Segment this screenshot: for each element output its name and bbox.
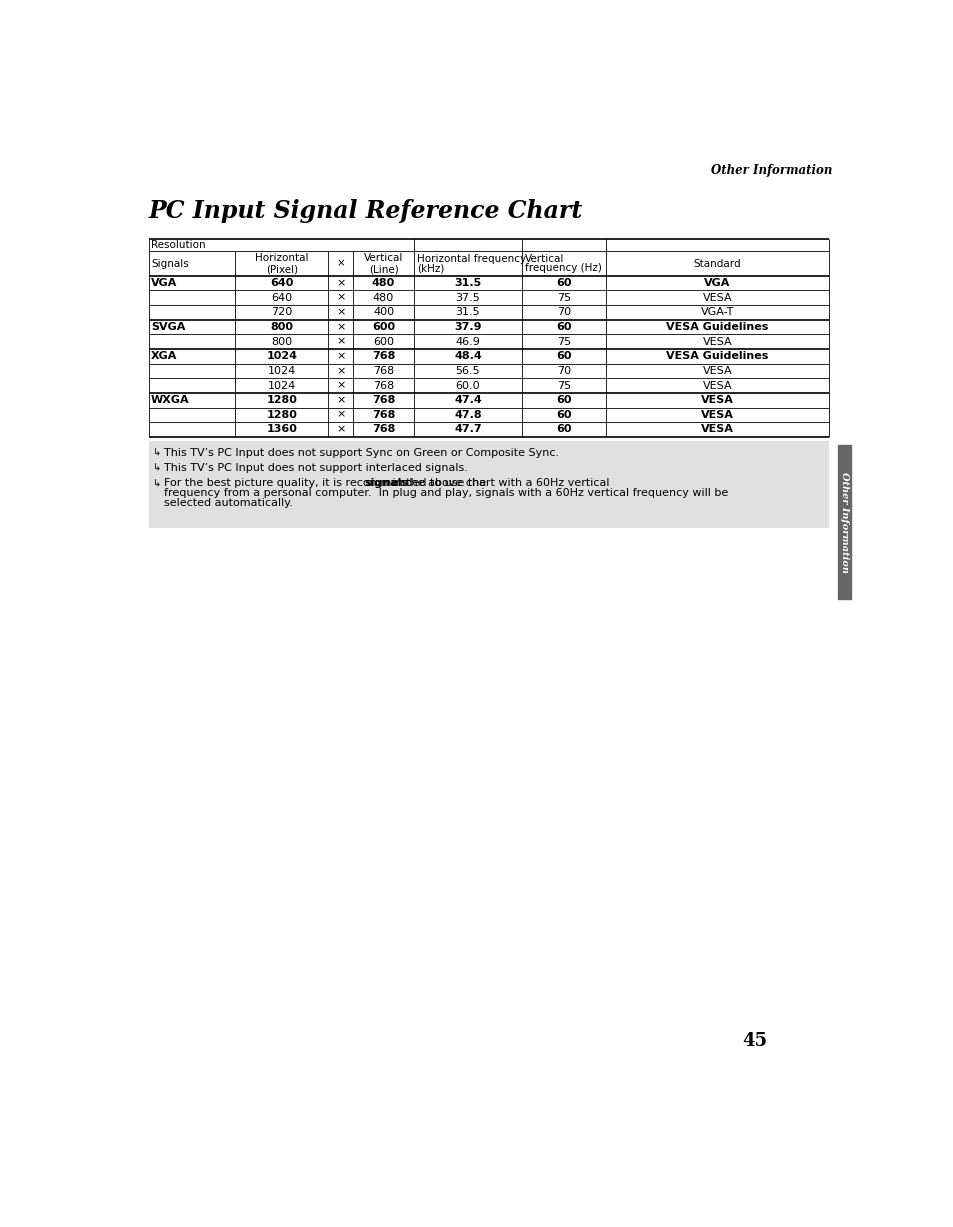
Text: VESA: VESA <box>702 293 732 303</box>
Text: VESA: VESA <box>702 380 732 390</box>
Text: 1024: 1024 <box>268 366 295 375</box>
Text: Other Information: Other Information <box>840 471 848 573</box>
Text: 75: 75 <box>557 293 571 303</box>
Text: 60: 60 <box>556 351 571 361</box>
Text: ×: × <box>335 336 345 347</box>
Text: 800: 800 <box>272 336 293 347</box>
Text: 45: 45 <box>741 1032 766 1049</box>
Text: 60: 60 <box>556 425 571 434</box>
Text: 47.4: 47.4 <box>454 395 481 405</box>
Text: 1024: 1024 <box>266 351 297 361</box>
Text: 1280: 1280 <box>266 395 297 405</box>
Text: 480: 480 <box>372 279 395 288</box>
Text: 70: 70 <box>557 366 571 375</box>
Text: 75: 75 <box>557 380 571 390</box>
Text: VGA-T: VGA-T <box>700 308 734 318</box>
Text: PC Input Signal Reference Chart: PC Input Signal Reference Chart <box>149 199 582 223</box>
Text: ×: × <box>335 308 345 318</box>
Text: 768: 768 <box>373 380 394 390</box>
Text: frequency from a personal computer.  In plug and play, signals with a 60Hz verti: frequency from a personal computer. In p… <box>164 488 728 498</box>
Text: 70: 70 <box>557 308 571 318</box>
Text: frequency (Hz): frequency (Hz) <box>525 263 601 274</box>
Text: ×: × <box>335 293 345 303</box>
Text: 1280: 1280 <box>266 410 297 420</box>
Text: Standard: Standard <box>693 259 740 269</box>
Text: 48.4: 48.4 <box>454 351 481 361</box>
Text: 47.7: 47.7 <box>454 425 481 434</box>
Text: 768: 768 <box>373 366 394 375</box>
Text: 720: 720 <box>271 308 293 318</box>
Text: 768: 768 <box>372 395 395 405</box>
Text: signals: signals <box>364 479 408 488</box>
Text: VGA: VGA <box>151 279 177 288</box>
Text: Vertical: Vertical <box>525 254 564 264</box>
Text: 31.5: 31.5 <box>454 279 481 288</box>
Text: For the best picture quality, it is recommended to use the: For the best picture quality, it is reco… <box>164 479 490 488</box>
Text: 60: 60 <box>556 321 571 333</box>
Text: 60.0: 60.0 <box>456 380 479 390</box>
Text: 640: 640 <box>272 293 293 303</box>
Text: 480: 480 <box>373 293 394 303</box>
Text: ×: × <box>335 366 345 375</box>
Text: ×: × <box>335 321 345 333</box>
Bar <box>149 442 828 528</box>
Text: WXGA: WXGA <box>151 395 190 405</box>
Text: ×: × <box>335 395 345 405</box>
Text: Other Information: Other Information <box>710 164 831 177</box>
Text: VESA Guidelines: VESA Guidelines <box>665 351 768 361</box>
Text: 37.5: 37.5 <box>456 293 480 303</box>
Text: ×: × <box>336 259 345 269</box>
Text: Horizontal frequency: Horizontal frequency <box>416 254 525 264</box>
Text: VESA: VESA <box>700 410 733 420</box>
Text: 600: 600 <box>372 321 395 333</box>
Text: ↳: ↳ <box>153 448 161 458</box>
Text: ×: × <box>335 351 345 361</box>
Text: 1024: 1024 <box>268 380 295 390</box>
Text: VESA: VESA <box>702 336 732 347</box>
Text: 768: 768 <box>372 351 395 361</box>
Text: 75: 75 <box>557 336 571 347</box>
Text: selected automatically.: selected automatically. <box>164 498 293 508</box>
Text: XGA: XGA <box>151 351 177 361</box>
Text: 1360: 1360 <box>266 425 297 434</box>
Text: 31.5: 31.5 <box>456 308 479 318</box>
Text: ×: × <box>335 425 345 434</box>
Text: This TV’s PC Input does not support interlaced signals.: This TV’s PC Input does not support inte… <box>164 463 468 472</box>
Text: VESA: VESA <box>700 425 733 434</box>
Text: 60: 60 <box>556 395 571 405</box>
Text: Vertical
(Line): Vertical (Line) <box>363 253 403 275</box>
Text: VESA: VESA <box>702 366 732 375</box>
Text: (kHz): (kHz) <box>416 263 444 274</box>
Text: Signals: Signals <box>151 259 189 269</box>
Text: Horizontal
(Pixel): Horizontal (Pixel) <box>255 253 309 275</box>
Text: ↳: ↳ <box>153 479 161 488</box>
Text: 768: 768 <box>372 425 395 434</box>
Text: in the above chart with a 60Hz vertical: in the above chart with a 60Hz vertical <box>389 479 609 488</box>
Text: 47.8: 47.8 <box>454 410 481 420</box>
Text: 60: 60 <box>556 410 571 420</box>
Text: ×: × <box>335 380 345 390</box>
Text: ×: × <box>335 410 345 420</box>
Bar <box>838 445 850 599</box>
Text: 800: 800 <box>271 321 294 333</box>
Text: 640: 640 <box>270 279 294 288</box>
Text: ↳: ↳ <box>153 463 161 472</box>
Text: 600: 600 <box>373 336 394 347</box>
Text: VESA Guidelines: VESA Guidelines <box>665 321 768 333</box>
Text: ×: × <box>335 279 345 288</box>
Text: SVGA: SVGA <box>151 321 185 333</box>
Text: 768: 768 <box>372 410 395 420</box>
Text: 46.9: 46.9 <box>456 336 480 347</box>
Text: VGA: VGA <box>703 279 730 288</box>
Text: VESA: VESA <box>700 395 733 405</box>
Text: Resolution: Resolution <box>151 240 206 250</box>
Text: 56.5: 56.5 <box>456 366 479 375</box>
Text: 400: 400 <box>373 308 394 318</box>
Text: 37.9: 37.9 <box>454 321 481 333</box>
Text: This TV’s PC Input does not support Sync on Green or Composite Sync.: This TV’s PC Input does not support Sync… <box>164 448 558 458</box>
Text: 60: 60 <box>556 279 571 288</box>
